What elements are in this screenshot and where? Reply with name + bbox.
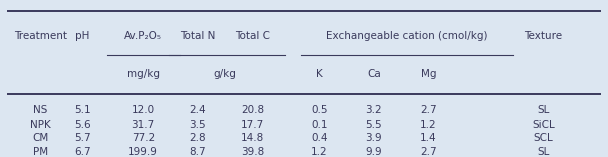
Text: 9.9: 9.9 bbox=[365, 147, 382, 157]
Text: mg/kg: mg/kg bbox=[126, 69, 160, 79]
Text: SL: SL bbox=[537, 105, 550, 115]
Text: 77.2: 77.2 bbox=[131, 133, 155, 143]
Text: CM: CM bbox=[32, 133, 48, 143]
Text: Av.P₂O₅: Av.P₂O₅ bbox=[124, 31, 162, 41]
Text: K: K bbox=[316, 69, 322, 79]
Text: 5.5: 5.5 bbox=[365, 120, 382, 130]
Text: 3.2: 3.2 bbox=[365, 105, 382, 115]
Text: SCL: SCL bbox=[534, 133, 553, 143]
Text: Texture: Texture bbox=[525, 31, 562, 41]
Text: 0.4: 0.4 bbox=[311, 133, 328, 143]
Text: 5.6: 5.6 bbox=[74, 120, 91, 130]
Text: 39.8: 39.8 bbox=[241, 147, 264, 157]
Text: Total N: Total N bbox=[180, 31, 215, 41]
Text: 1.4: 1.4 bbox=[420, 133, 437, 143]
Text: 6.7: 6.7 bbox=[74, 147, 91, 157]
Text: pH: pH bbox=[75, 31, 90, 41]
Text: g/kg: g/kg bbox=[213, 69, 237, 79]
Text: PM: PM bbox=[33, 147, 47, 157]
Text: Total C: Total C bbox=[235, 31, 270, 41]
Text: SL: SL bbox=[537, 147, 550, 157]
Text: 8.7: 8.7 bbox=[190, 147, 206, 157]
Text: 2.7: 2.7 bbox=[420, 147, 437, 157]
Text: 0.1: 0.1 bbox=[311, 120, 328, 130]
Text: 0.5: 0.5 bbox=[311, 105, 328, 115]
Text: 17.7: 17.7 bbox=[241, 120, 264, 130]
Text: 20.8: 20.8 bbox=[241, 105, 264, 115]
Text: 14.8: 14.8 bbox=[241, 133, 264, 143]
Text: 1.2: 1.2 bbox=[420, 120, 437, 130]
Text: 1.2: 1.2 bbox=[311, 147, 328, 157]
Text: NS: NS bbox=[33, 105, 47, 115]
Text: 199.9: 199.9 bbox=[128, 147, 158, 157]
Text: 12.0: 12.0 bbox=[132, 105, 155, 115]
Text: SiCL: SiCL bbox=[532, 120, 555, 130]
Text: 2.4: 2.4 bbox=[190, 105, 206, 115]
Text: Treatment: Treatment bbox=[13, 31, 67, 41]
Text: Mg: Mg bbox=[421, 69, 436, 79]
Text: 3.9: 3.9 bbox=[365, 133, 382, 143]
Text: NPK: NPK bbox=[30, 120, 50, 130]
Text: 3.5: 3.5 bbox=[190, 120, 206, 130]
Text: 5.7: 5.7 bbox=[74, 133, 91, 143]
Text: 2.8: 2.8 bbox=[190, 133, 206, 143]
Text: 31.7: 31.7 bbox=[131, 120, 155, 130]
Text: 2.7: 2.7 bbox=[420, 105, 437, 115]
Text: Ca: Ca bbox=[367, 69, 381, 79]
Text: 5.1: 5.1 bbox=[74, 105, 91, 115]
Text: Exchangeable cation (cmol/kg): Exchangeable cation (cmol/kg) bbox=[326, 31, 488, 41]
